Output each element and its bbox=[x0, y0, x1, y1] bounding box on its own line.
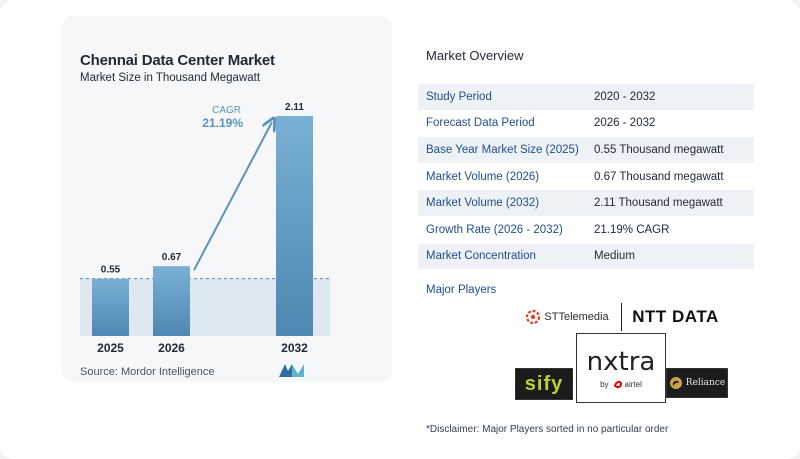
sify-name: sify bbox=[524, 372, 564, 395]
source-text: Source: Mordor Intelligence bbox=[80, 366, 215, 378]
mordor-logo-icon bbox=[279, 364, 304, 377]
nxtra-airtel: airtel bbox=[624, 379, 642, 389]
overview-row-label: Market Concentration bbox=[426, 250, 536, 263]
bar-value-label: 0.55 bbox=[101, 265, 121, 276]
cagr-arrow bbox=[193, 122, 272, 271]
nxtra-logo: nxtra by airtel bbox=[576, 333, 666, 403]
chart-subtitle: Market Size in Thousand Megawatt bbox=[80, 72, 261, 84]
cagr-value: 21.19% bbox=[202, 116, 243, 130]
reliance-mark-icon bbox=[669, 377, 682, 389]
overview-row-value: 0.55 Thousand megawatt bbox=[594, 143, 724, 156]
overview-table: Study Period 2020 - 2032 Forecast Data Per… bbox=[418, 84, 754, 271]
x-tick-label: 2032 bbox=[281, 341, 308, 355]
overview-title: Market Overview bbox=[426, 48, 524, 63]
overview-row-value: 21.19% CAGR bbox=[594, 223, 670, 236]
x-tick-label: 2025 bbox=[97, 341, 124, 355]
ntt-data-name: NTT DATA bbox=[632, 307, 719, 326]
chart-title: Chennai Data Center Market bbox=[80, 52, 275, 69]
st-telemedia-name: STTelemedia bbox=[544, 311, 609, 323]
overview-row: Growth Rate (2026 - 2032) 21.19% CAGR bbox=[418, 216, 754, 244]
overview-row-value: Medium bbox=[594, 250, 635, 263]
st-telemedia-logo: STTelemedia bbox=[514, 303, 620, 331]
overview-row-label: Study Period bbox=[426, 90, 492, 103]
overview-row-label: Market Volume (2026) bbox=[426, 170, 540, 183]
overview-row: Study Period 2020 - 2032 bbox=[418, 84, 754, 111]
ntt-data-logo: NTT DATA bbox=[621, 303, 729, 331]
nxtra-name: nxtra bbox=[586, 347, 656, 377]
bar-2032 bbox=[276, 116, 313, 336]
airtel-mark-icon bbox=[613, 380, 622, 389]
overview-row: Market Volume (2032) 2.11 Thousand megawa… bbox=[418, 190, 754, 217]
overview-row-value: 2.11 Thousand megawatt bbox=[594, 197, 723, 210]
overview-row: Forecast Data Period 2026 - 2032 bbox=[418, 110, 754, 138]
nxtra-by: by bbox=[600, 379, 609, 389]
reliance-logo: Reliance bbox=[666, 368, 728, 398]
sify-logo: sify bbox=[515, 368, 573, 400]
bar-value-label: 0.67 bbox=[162, 252, 182, 263]
bar-2025 bbox=[92, 278, 129, 336]
overview-row: Market Volume (2026) 0.67 Thousand megawa… bbox=[418, 163, 754, 191]
overview-row-label: Base Year Market Size (2025) bbox=[426, 143, 579, 156]
st-telemedia-mark-icon bbox=[526, 309, 541, 325]
players-label: Major Players bbox=[426, 284, 497, 296]
reliance-name: Reliance bbox=[685, 378, 726, 388]
overview-row-label: Growth Rate (2026 - 2032) bbox=[426, 223, 563, 236]
overview-row-label: Market Volume (2032) bbox=[426, 197, 540, 210]
overview-row: Base Year Market Size (2025) 0.55 Thousan… bbox=[418, 137, 754, 164]
x-tick-label: 2026 bbox=[158, 341, 185, 355]
bar-2026 bbox=[153, 266, 190, 336]
disclaimer-text: *Disclaimer: Major Players sorted in no … bbox=[426, 424, 669, 435]
overview-row: Market Concentration Medium bbox=[418, 243, 754, 271]
overview-row-label: Forecast Data Period bbox=[426, 117, 535, 130]
overview-row-value: 2026 - 2032 bbox=[594, 117, 656, 130]
overview-row-value: 0.67 Thousand megawatt bbox=[594, 170, 724, 183]
cagr-label: CAGR bbox=[212, 105, 241, 116]
bar-value-label: 2.11 bbox=[285, 102, 304, 113]
overview-row-value: 2020 - 2032 bbox=[594, 90, 656, 103]
